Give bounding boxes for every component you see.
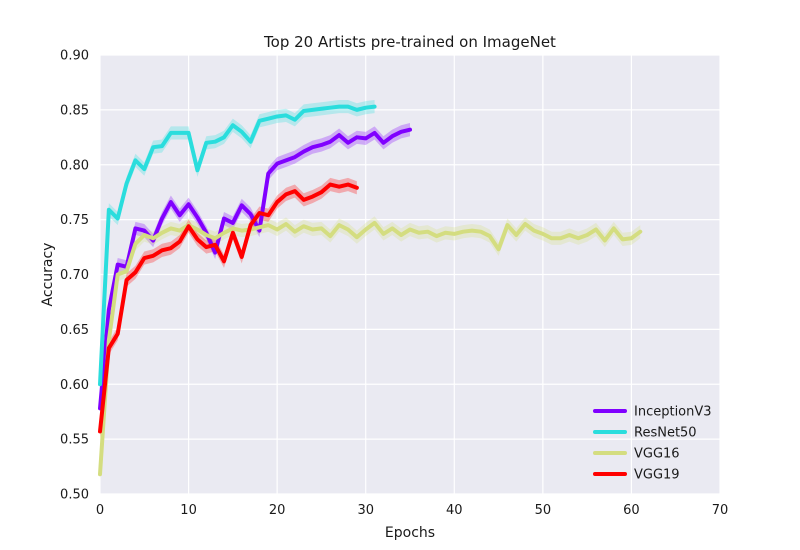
series-lines (98, 104, 643, 477)
series-line (98, 182, 359, 434)
x-tick-label: 0 (96, 503, 104, 518)
x-axis-label: Epochs (385, 525, 435, 541)
y-tick-label: 0.55 (60, 433, 89, 448)
x-tick-label: 10 (180, 503, 197, 518)
y-tick-label: 0.75 (60, 213, 89, 228)
legend-label: VGG16 (634, 447, 680, 462)
y-tick-label: 0.90 (60, 49, 89, 64)
confidence-band (100, 216, 641, 481)
series-line (98, 104, 377, 387)
x-axis-ticks: 0 10 20 30 40 50 60 70 (96, 503, 728, 518)
legend-label: ResNet50 (634, 426, 697, 441)
x-tick-label: 30 (357, 503, 374, 518)
y-tick-label: 0.70 (60, 268, 89, 283)
y-tick-label: 0.85 (60, 103, 89, 118)
legend-label: InceptionV3 (634, 405, 712, 420)
legend: InceptionV3 ResNet50 VGG16 VGG19 (593, 405, 712, 483)
x-tick-label: 60 (623, 503, 640, 518)
x-tick-label: 20 (269, 503, 286, 518)
x-tick-label: 70 (712, 503, 729, 518)
grid-lines (99, 54, 721, 495)
y-tick-label: 0.80 (60, 158, 89, 173)
x-tick-label: 50 (535, 503, 552, 518)
y-tick-label: 0.60 (60, 378, 89, 393)
legend-label: VGG19 (634, 468, 680, 483)
confidence-bands (100, 99, 641, 481)
y-tick-label: 0.65 (60, 323, 89, 338)
chart-title: Top 20 Artists pre-trained on ImageNet (263, 33, 556, 51)
y-tick-label: 0.50 (60, 488, 89, 503)
x-tick-label: 40 (446, 503, 463, 518)
y-axis-ticks: 0.50 0.55 0.60 0.65 0.70 0.75 0.80 0.85 0.90 (60, 49, 89, 503)
y-axis-label: Accuracy (40, 243, 56, 307)
